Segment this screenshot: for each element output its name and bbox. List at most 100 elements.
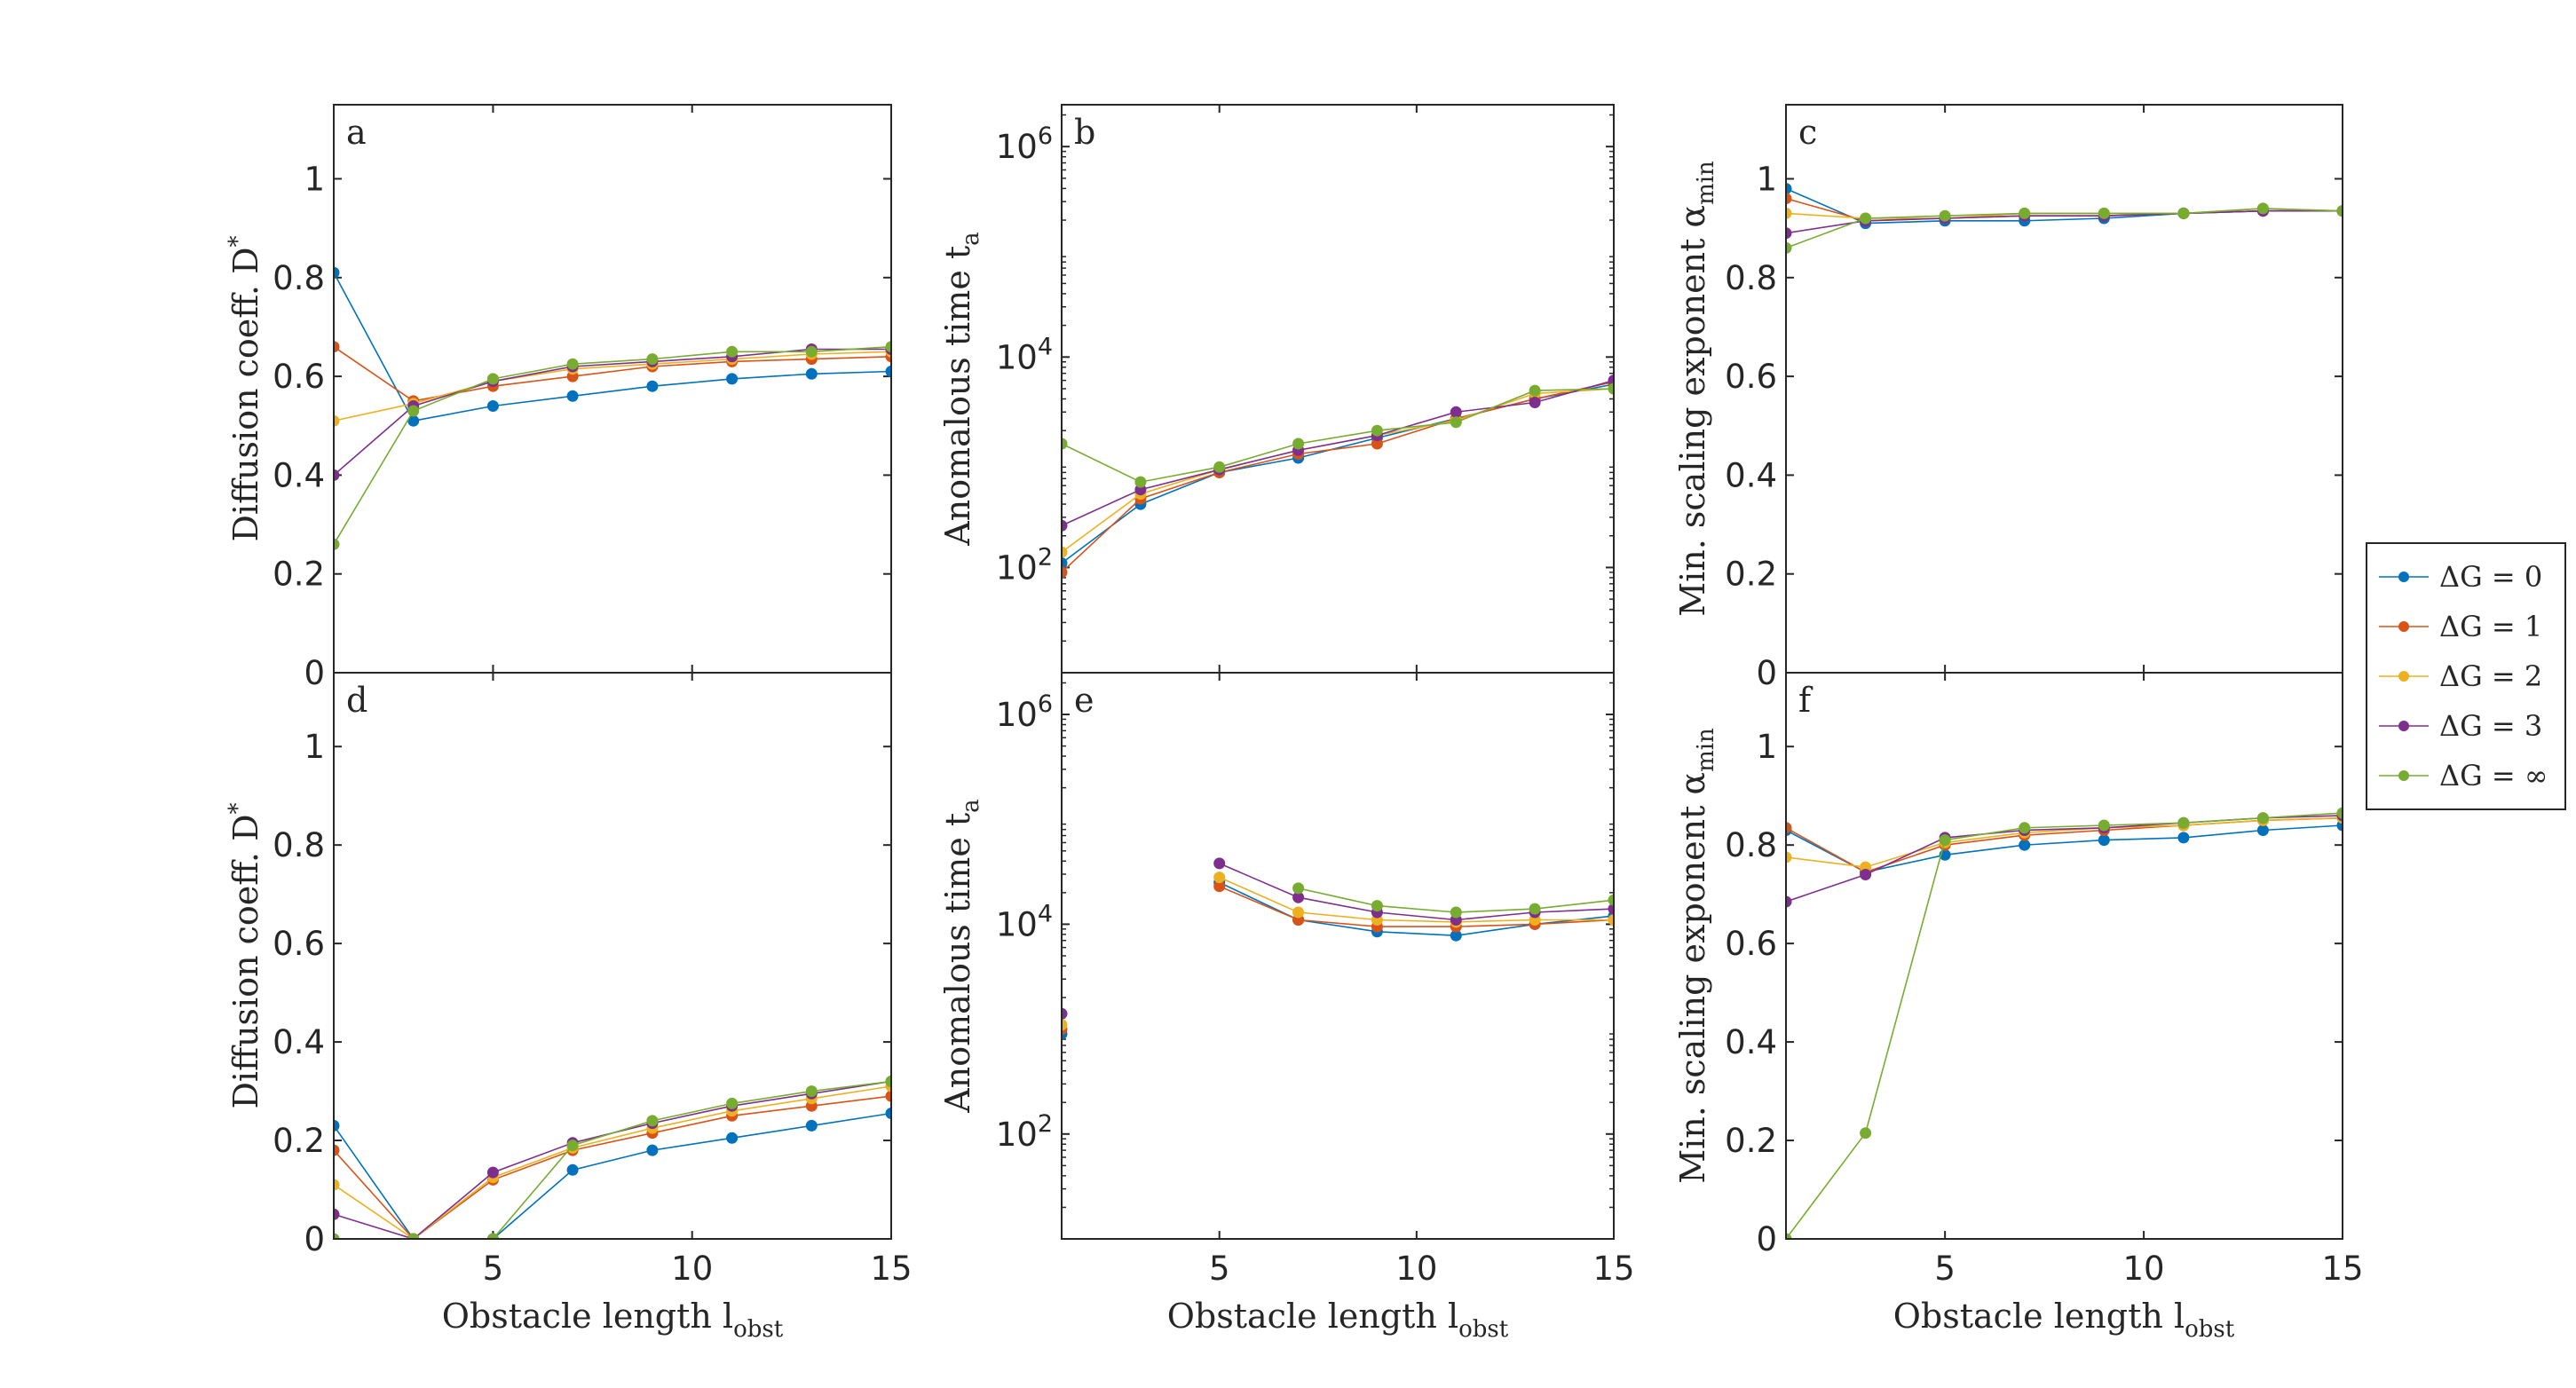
legend-marker-4	[2398, 770, 2409, 781]
ytick-label: 102	[996, 1110, 1053, 1154]
panel-b-series-4-point	[1213, 461, 1226, 473]
panel-f-series-4-point	[2177, 816, 2190, 829]
panel-f-series-4-point	[1939, 834, 1951, 847]
ytick-label: 106	[996, 122, 1053, 166]
panel-a-series-4-point	[885, 341, 891, 353]
panel-d-series-1-point	[334, 1144, 340, 1156]
legend-label-1: ΔG = 1	[2439, 610, 2542, 643]
panel-d-series-3-point	[486, 1166, 499, 1179]
xtick-label: 10	[2123, 1250, 2165, 1288]
panel-b: 102 104 106 b Anomalous time ta	[938, 104, 1615, 674]
panel-e: 102 104 106 5 10 15 e Anomalous time ta Obsta…	[938, 672, 1635, 1343]
ytick-label: 1	[304, 728, 325, 766]
panel-f: 00.20.40.60.815 10 15 f Min. scaling expon…	[1673, 672, 2364, 1343]
panel-f-ylabel: Min. scaling exponent αmin	[1673, 728, 1719, 1184]
panel-a-series-2-line	[334, 351, 891, 422]
panel-a-series-0-point	[885, 366, 891, 377]
panel-a-series-0-point	[334, 266, 340, 279]
panel-b-series-3-line	[1062, 379, 1614, 527]
panel-d-frame	[333, 672, 892, 1240]
panel-a-ylabel: Diffusion coeff. D*	[225, 235, 265, 541]
panel-b-series-3-point	[1529, 397, 1541, 408]
panel-b-series-4-point	[1608, 382, 1614, 395]
panel-a-series-0-point	[566, 390, 579, 402]
panel-e-series-3-point	[1062, 1007, 1068, 1020]
panel-f-series-3-point	[1786, 895, 1792, 908]
xtick-label: 15	[870, 1250, 912, 1288]
panel-c-series-3-line	[1786, 209, 2343, 234]
xtick-label: 15	[2321, 1250, 2363, 1288]
panel-e-series-3-line	[1219, 863, 1614, 921]
xtick-label: 5	[483, 1250, 504, 1288]
panel-d-series-0-point	[805, 1119, 818, 1132]
panel-a-series-4-point	[407, 405, 420, 417]
panel-d-series-4-point	[334, 1233, 340, 1239]
ytick-label: 0.6	[1725, 925, 1777, 963]
panel-d-series-0-line	[334, 1112, 891, 1239]
panel-c-series-3-point	[1786, 227, 1792, 240]
panel-e-xlabel: Obstacle length lobst	[1167, 1297, 1509, 1343]
ytick-label: 0.8	[1725, 259, 1777, 297]
panel-c-series-4-point	[2177, 207, 2190, 219]
ytick-label: 0.6	[273, 925, 325, 963]
panel-f-series-1-point	[1786, 822, 1792, 834]
xtick-label: 5	[1209, 1250, 1230, 1288]
legend-marker-3	[2398, 721, 2409, 731]
ytick-label: 0	[1756, 1220, 1777, 1258]
xtick-label: 10	[671, 1250, 713, 1288]
panel-a-series-4-point	[486, 373, 499, 385]
panel-a-letter: a	[346, 113, 367, 152]
panel-b-series-4-point	[1529, 384, 1541, 397]
panel-c-series-4-point	[2336, 205, 2343, 217]
panel-e-series-4-point	[1292, 882, 1305, 895]
panel-f-series-0-line	[1786, 824, 2343, 873]
panel-a-series-4-point	[334, 538, 340, 550]
panel-d-series-4-point	[407, 1233, 420, 1239]
panel-c-series-4-point	[2256, 202, 2269, 215]
panel-b-series-0-line	[1062, 383, 1614, 564]
panel-f-letter: f	[1798, 681, 1813, 720]
panel-f-series-4-point	[2256, 812, 2269, 824]
ytick-label: 0	[304, 654, 325, 692]
panel-a-series-3-point	[334, 469, 340, 481]
ytick-label: 1	[1756, 160, 1777, 198]
panel-d-series-4-point	[885, 1076, 891, 1087]
panel-b-series-3-point	[1450, 406, 1462, 418]
panel-a-series-0-point	[486, 400, 499, 412]
panel-f-xlabel: Obstacle length lobst	[1893, 1297, 2235, 1343]
panel-f-series-0-point	[2256, 824, 2269, 836]
panel-f-series-0-point	[2019, 839, 2031, 851]
panel-a-series-3-line	[334, 348, 891, 477]
ytick-label: 0.2	[273, 556, 325, 594]
panel-e-series-4-point	[1529, 903, 1541, 915]
panel-c-frame	[1785, 104, 2343, 674]
panel-c-series-4-point	[2098, 207, 2110, 219]
panel-f-series-4-point	[1860, 1127, 1872, 1140]
legend-marker-0	[2398, 572, 2409, 582]
panel-d-letter: d	[346, 681, 367, 720]
ytick-label: 0.4	[1725, 1023, 1777, 1061]
legend-label-0: ΔG = 0	[2439, 560, 2542, 594]
ytick-label: 104	[996, 333, 1053, 376]
panel-f-series-2-point	[1786, 851, 1792, 864]
panel-a-series-2-point	[334, 414, 340, 427]
ytick-label: 0.8	[273, 259, 325, 297]
panel-c-series-4-point	[2019, 207, 2031, 219]
panel-e-series-2-point	[1292, 906, 1305, 919]
panel-c: 0 0.2 0.4 0.6 0.8 1 c Min. scaling exponent α…	[1673, 104, 2343, 692]
panel-e-letter: e	[1074, 681, 1094, 720]
legend-label-4: ΔG = ∞	[2439, 759, 2548, 793]
panel-e-series-2-point	[1062, 1019, 1068, 1031]
ytick-label: 0.6	[273, 358, 325, 396]
panel-d-series-4-point	[805, 1085, 818, 1098]
panel-d-series-4-point	[486, 1233, 499, 1239]
xtick-label: 15	[1592, 1250, 1634, 1288]
panel-d: 00.20.40.60.815 10 15 d Diffusion coeff. D…	[225, 672, 913, 1343]
panel-d-series-0-point	[726, 1132, 739, 1144]
ytick-label: 0	[304, 1220, 325, 1258]
xtick-label: 5	[1934, 1250, 1956, 1288]
panel-a-frame	[333, 104, 892, 674]
panel-d-series-1-line	[334, 1095, 891, 1239]
panel-c-ylabel: Min. scaling exponent αmin	[1673, 161, 1719, 617]
